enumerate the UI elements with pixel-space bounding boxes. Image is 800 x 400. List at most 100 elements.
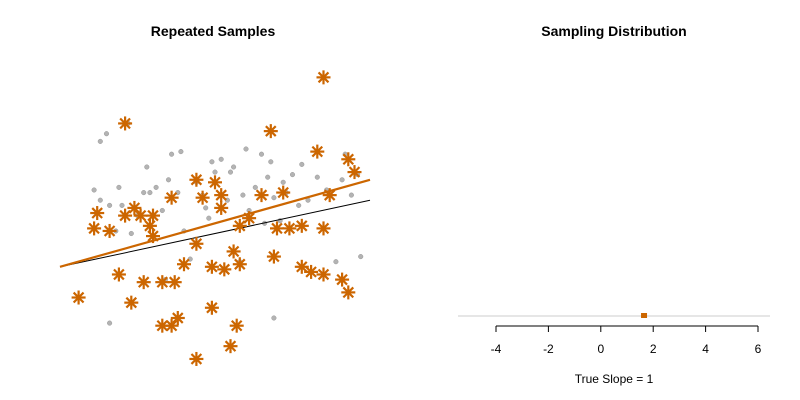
sample-point-star bbox=[223, 339, 238, 354]
sample-point-star bbox=[204, 300, 219, 315]
right-x-axis-label: True Slope = 1 bbox=[575, 372, 654, 386]
population-point bbox=[348, 192, 354, 198]
x-tick-label: -2 bbox=[543, 342, 554, 356]
sample-point-star bbox=[204, 259, 219, 274]
sample-point-star bbox=[341, 285, 356, 300]
population-point bbox=[339, 177, 345, 183]
population-point bbox=[103, 131, 110, 137]
population-point bbox=[97, 197, 103, 203]
sample-point-star bbox=[282, 221, 297, 236]
sample-point-star bbox=[189, 236, 204, 251]
population-point bbox=[296, 202, 302, 208]
population-point bbox=[91, 187, 97, 193]
sample-point-star bbox=[276, 185, 291, 200]
sample-point-star bbox=[232, 257, 247, 272]
population-point bbox=[119, 202, 125, 208]
sample-point-star bbox=[316, 70, 331, 85]
sample-point-star bbox=[90, 206, 105, 221]
population-point bbox=[358, 254, 364, 260]
sample-point-star bbox=[341, 152, 356, 167]
sample-point-star bbox=[189, 172, 204, 187]
population-point bbox=[206, 215, 212, 221]
population-point bbox=[280, 179, 286, 185]
population-point bbox=[153, 184, 159, 190]
sample-point-star bbox=[310, 144, 325, 159]
population-point bbox=[243, 146, 249, 152]
sample-point-star bbox=[177, 257, 191, 272]
population-point bbox=[212, 169, 218, 175]
sample-point-star bbox=[232, 218, 247, 233]
population-point bbox=[314, 174, 320, 180]
population-point bbox=[159, 207, 165, 214]
sample-point-star bbox=[322, 188, 337, 203]
sample-point-star bbox=[226, 244, 241, 259]
sample-point-star bbox=[316, 267, 331, 282]
sample-point-star bbox=[118, 116, 133, 131]
sample-point-star bbox=[146, 229, 160, 244]
sample-point-star bbox=[214, 188, 229, 203]
sample-slope-marker bbox=[641, 313, 648, 318]
sample-point-star bbox=[335, 272, 350, 287]
population-point bbox=[165, 177, 172, 183]
sample-point-star bbox=[142, 218, 157, 233]
population-point bbox=[268, 159, 274, 165]
population-point bbox=[333, 259, 339, 265]
population-point bbox=[107, 320, 113, 326]
sample-point-star bbox=[118, 208, 133, 223]
population-point bbox=[169, 151, 175, 157]
population-point bbox=[116, 184, 122, 190]
sample-point-star bbox=[347, 165, 362, 180]
sample-point-star bbox=[263, 124, 278, 139]
sample-point-star bbox=[164, 190, 179, 205]
repeated-samples-plot bbox=[59, 70, 371, 366]
population-point bbox=[240, 192, 246, 198]
sample-point-star bbox=[87, 221, 102, 236]
x-tick-label: 2 bbox=[650, 342, 657, 356]
sample-point-star bbox=[242, 211, 257, 226]
population-point bbox=[141, 190, 147, 196]
population-point bbox=[258, 151, 265, 157]
population-point bbox=[144, 164, 150, 170]
sample-point-star bbox=[195, 190, 210, 205]
sample-point-star bbox=[214, 200, 229, 215]
sample-point-star bbox=[304, 264, 319, 279]
sample-point-star bbox=[102, 223, 117, 238]
population-point bbox=[209, 159, 215, 165]
x-tick-label: 0 bbox=[597, 342, 604, 356]
population-point bbox=[107, 202, 113, 208]
sample-point-star bbox=[229, 318, 244, 333]
population-point bbox=[97, 138, 103, 144]
sample-point-star bbox=[266, 249, 281, 264]
x-tick-label: -4 bbox=[491, 342, 502, 356]
left-chart-title: Repeated Samples bbox=[151, 23, 276, 39]
sample-point-star bbox=[316, 221, 331, 236]
sample-point-star bbox=[124, 295, 139, 310]
sample-point-star bbox=[111, 267, 126, 282]
sample-point-star bbox=[270, 221, 284, 236]
population-point bbox=[299, 161, 305, 167]
sample-point-star bbox=[167, 275, 182, 290]
true-regression-line bbox=[59, 199, 371, 268]
population-point bbox=[227, 169, 234, 175]
population-point bbox=[203, 205, 209, 211]
population-point bbox=[147, 190, 153, 196]
sample-point-star bbox=[127, 200, 142, 215]
sampling-distribution-plot: -4 -2 0 2 4 6 bbox=[458, 313, 770, 356]
sample-point-star bbox=[217, 262, 232, 277]
sample-point-star bbox=[254, 188, 269, 203]
sample-point-star bbox=[164, 318, 179, 333]
population-point bbox=[271, 315, 277, 321]
x-tick-label: 6 bbox=[755, 342, 762, 356]
population-point bbox=[265, 174, 271, 180]
x-tick-label: 4 bbox=[702, 342, 709, 356]
sample-point-star bbox=[146, 208, 160, 223]
sample-point-star bbox=[136, 275, 151, 290]
population-point bbox=[289, 172, 296, 178]
sample-point-star bbox=[208, 175, 222, 190]
population-point bbox=[252, 184, 258, 190]
population-point bbox=[271, 195, 277, 201]
sample-point-star bbox=[155, 275, 170, 290]
population-point bbox=[231, 164, 237, 170]
right-chart-title: Sampling Distribution bbox=[541, 23, 686, 39]
